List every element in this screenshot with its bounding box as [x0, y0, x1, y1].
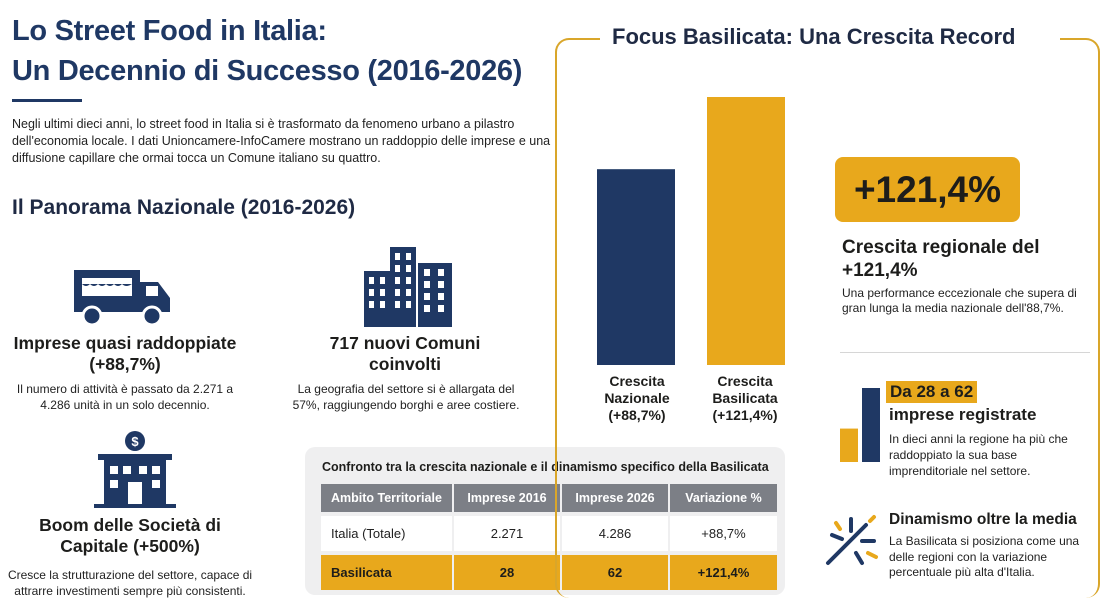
- intro-paragraph: Negli ultimi dieci anni, lo street food …: [12, 117, 551, 165]
- bar-1: [707, 97, 785, 365]
- table-cell: 28: [453, 555, 562, 590]
- burst-icon: [826, 515, 878, 565]
- table-title: Confronto tra la crescita nazionale e il…: [322, 460, 769, 474]
- table-cell: Italia (Totale): [321, 516, 454, 551]
- svg-text:$: $: [131, 434, 139, 449]
- registered-title: imprese registrate: [889, 405, 1037, 424]
- table-cell: +121,4%: [669, 555, 779, 590]
- table-header-row: Ambito Territoriale Imprese 2016 Imprese…: [321, 484, 779, 512]
- bar-1: [862, 388, 880, 462]
- table-header-cell: Ambito Territoriale: [321, 484, 454, 512]
- dynamism-title: Dinamismo oltre la media: [889, 511, 1077, 528]
- bar-label-basilicata: Crescita Basilicata (+121,4%): [700, 373, 790, 424]
- table-cell: 2.271: [453, 516, 562, 551]
- focus-title: Focus Basilicata: Una Crescita Record: [612, 24, 1016, 49]
- table-cell: +88,7%: [669, 516, 779, 551]
- bar-label-line: Crescita: [717, 373, 773, 389]
- bar-label-line: Crescita: [609, 373, 665, 389]
- page-title-line1: Lo Street Food in Italia:: [12, 15, 327, 47]
- stat-desc-societa: Cresce la strutturazione del settore, ca…: [7, 568, 253, 598]
- table-cell: Basilicata: [321, 555, 454, 590]
- dynamism-description: La Basilicata si posiziona come una dell…: [889, 534, 1080, 579]
- table-header-cell: Variazione %: [669, 484, 779, 512]
- table-row: Italia (Totale) 2.271 4.286 +88,7%: [321, 516, 779, 551]
- growth-bar-chart: [597, 97, 785, 365]
- bar-label-nazionale: Crescita Nazionale (+88,7%): [592, 373, 682, 424]
- page-title-line2: Un Decennio di Successo (2016-2026): [12, 55, 523, 87]
- bar-label-line: (+88,7%): [608, 407, 666, 423]
- table-row-highlight: Basilicata 28 62 +121,4%: [321, 555, 779, 590]
- bar-0: [840, 428, 858, 462]
- stat-title-societa: Boom delle Società di Capitale (+500%): [39, 515, 221, 556]
- growth-percentage-badge: +121,4%: [835, 157, 1020, 222]
- section-heading-panorama: Il Panorama Nazionale (2016-2026): [12, 196, 356, 219]
- registered-description: In dieci anni la regione ha più che radd…: [889, 432, 1068, 478]
- registered-badge: Da 28 a 62: [886, 381, 978, 403]
- table-cell: 4.286: [561, 516, 670, 551]
- registered-mini-chart: [840, 388, 880, 462]
- table-header-cell: Imprese 2026: [561, 484, 670, 512]
- buildings-icon: [364, 247, 452, 327]
- bar-label-line: Basilicata: [712, 390, 778, 406]
- food-truck-icon: [74, 270, 170, 327]
- title-divider: [12, 99, 82, 102]
- table-header-cell: Imprese 2016: [453, 484, 562, 512]
- growth-title: Crescita regionale del +121,4%: [842, 237, 1040, 281]
- bank-icon: $: [94, 431, 176, 508]
- stat-title-imprese: Imprese quasi raddoppiate (+88,7%): [13, 333, 237, 374]
- stat-desc-imprese: Il numero di attività è passato da 2.271…: [16, 382, 234, 412]
- bar-0: [597, 169, 675, 365]
- growth-description: Una performance eccezionale che supera d…: [842, 286, 1077, 315]
- stat-desc-comuni: La geografia del settore si è allargata …: [292, 382, 520, 412]
- bar-label-line: Nazionale: [604, 390, 670, 406]
- bar-label-line: (+121,4%): [712, 407, 778, 423]
- stat-title-comuni: 717 nuovi Comuni coinvolti: [329, 333, 481, 374]
- focus-title-backdrop: [600, 20, 1060, 56]
- table-cell: 62: [561, 555, 670, 590]
- section-divider: [840, 352, 1090, 353]
- comparison-table: Ambito Territoriale Imprese 2016 Imprese…: [321, 484, 779, 590]
